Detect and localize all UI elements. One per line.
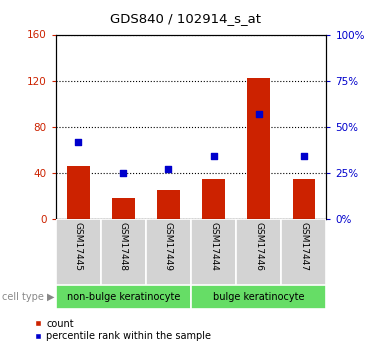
Text: GSM17448: GSM17448 xyxy=(119,222,128,271)
Legend: count, percentile rank within the sample: count, percentile rank within the sample xyxy=(35,319,211,341)
Bar xyxy=(146,219,191,285)
Point xyxy=(165,167,171,172)
Text: GSM17449: GSM17449 xyxy=(164,222,173,271)
Point xyxy=(121,170,127,176)
Point xyxy=(75,139,81,144)
Bar xyxy=(281,219,326,285)
Bar xyxy=(191,285,326,309)
Text: GSM17444: GSM17444 xyxy=(209,222,218,270)
Bar xyxy=(101,219,146,285)
Bar xyxy=(191,219,236,285)
Text: GSM17447: GSM17447 xyxy=(299,222,308,271)
Point xyxy=(301,154,307,159)
Bar xyxy=(293,179,315,219)
Bar xyxy=(56,219,101,285)
Text: non-bulge keratinocyte: non-bulge keratinocyte xyxy=(67,292,180,302)
Text: cell type ▶: cell type ▶ xyxy=(2,293,55,302)
Bar xyxy=(236,219,281,285)
Text: GSM17445: GSM17445 xyxy=(74,222,83,271)
Point xyxy=(211,154,217,159)
Point xyxy=(256,111,262,117)
Text: bulge keratinocyte: bulge keratinocyte xyxy=(213,292,305,302)
Text: GSM17446: GSM17446 xyxy=(254,222,263,271)
Bar xyxy=(157,190,180,219)
Bar xyxy=(56,285,191,309)
Text: GDS840 / 102914_s_at: GDS840 / 102914_s_at xyxy=(110,12,261,25)
Bar xyxy=(67,166,89,219)
Bar xyxy=(247,78,270,219)
Bar xyxy=(112,198,135,219)
Bar xyxy=(202,179,225,219)
